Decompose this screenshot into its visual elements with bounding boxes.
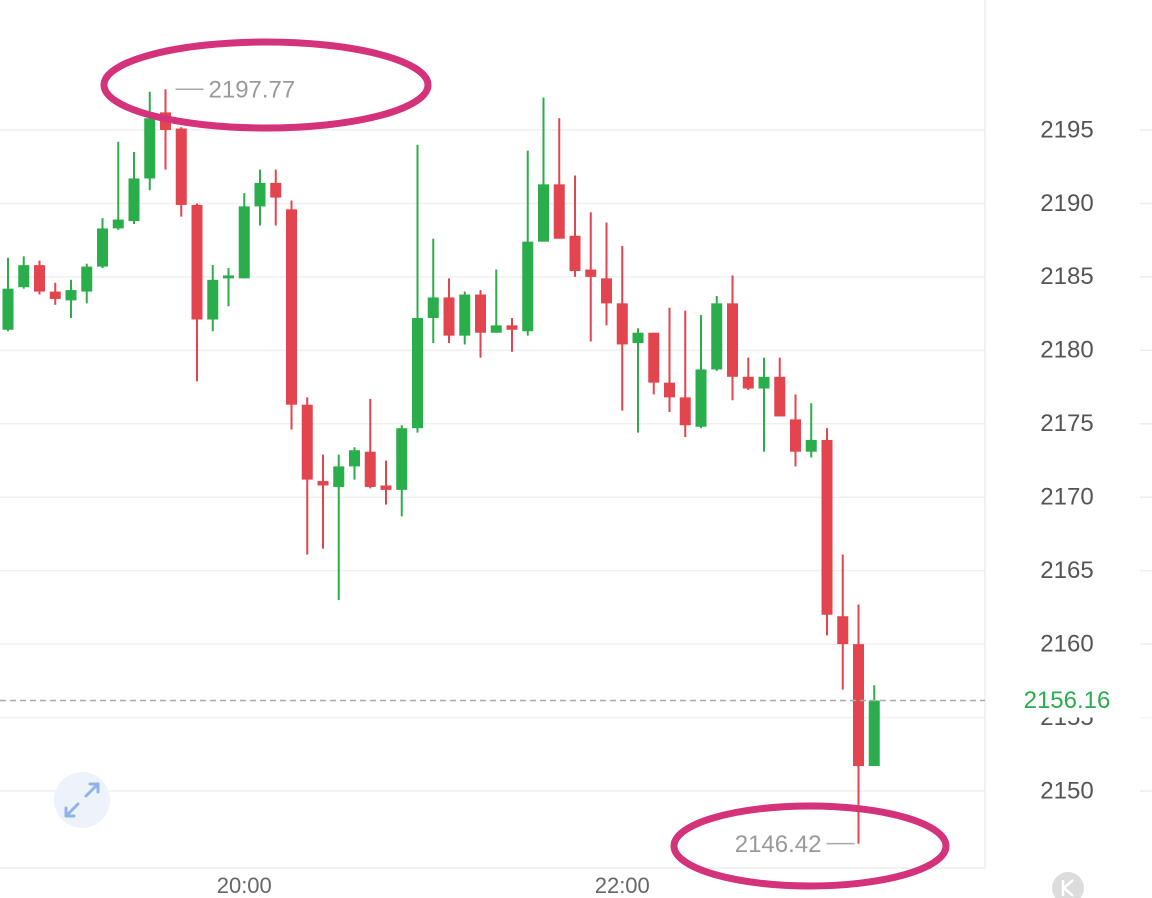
expand-button[interactable] (54, 772, 110, 828)
candle-body (128, 178, 140, 222)
candle-body (506, 325, 518, 330)
candle-body (821, 439, 833, 615)
candle-body (601, 278, 612, 304)
y-tick-label: 2170 (1040, 484, 1093, 511)
max-label: 2197.77 (209, 77, 296, 104)
candle-body (333, 466, 345, 487)
candle-body (553, 184, 565, 239)
candle-body (711, 303, 723, 370)
highlight-ellipse (100, 38, 432, 132)
candle-body (34, 265, 45, 292)
candle-body (616, 303, 628, 345)
y-tick-label: 2195 (1040, 116, 1093, 143)
highlight-ellipse (670, 802, 950, 890)
candle-body (97, 228, 108, 267)
y-tick-label: 2150 (1040, 777, 1093, 804)
candle-body (412, 318, 423, 429)
candle-body (837, 616, 849, 645)
y-tick-label: 2175 (1040, 410, 1093, 437)
k-button[interactable] (1052, 872, 1084, 898)
plot-area (2, 89, 880, 844)
candle-body (2, 288, 14, 330)
x-tick-label: 22:00 (595, 873, 650, 898)
candle-body (475, 294, 486, 333)
candle-body (790, 419, 801, 452)
y-tick-label: 2180 (1040, 337, 1093, 364)
candle-body (238, 206, 250, 279)
candle-body (758, 376, 770, 389)
candle-body (270, 182, 282, 198)
candle-body (207, 279, 219, 320)
candle-body (679, 397, 691, 426)
candle-body (286, 209, 297, 405)
y-tick-label: 2165 (1040, 557, 1093, 584)
min-label: 2146.42 (735, 831, 822, 858)
candle-body (112, 219, 124, 229)
expand-button-bg[interactable] (54, 772, 110, 828)
y-tick-label: 2160 (1040, 630, 1093, 657)
candle-body (490, 325, 502, 333)
candle-body (349, 450, 360, 467)
candle-body (380, 485, 392, 490)
candle-body (569, 235, 581, 272)
candle-body (49, 291, 61, 299)
candle-body (175, 128, 187, 205)
candle-body (144, 118, 156, 179)
y-tick-label: 2185 (1040, 263, 1093, 290)
candle-body (727, 303, 738, 377)
candle-body (223, 275, 234, 279)
overlay: 2197.77 2146.42 2156.16 (0, 77, 1152, 858)
candle-body (522, 241, 534, 332)
candle-body (65, 290, 77, 301)
candle-body (191, 204, 203, 320)
candle-body (427, 297, 439, 319)
x-tick-label: 20:00 (217, 873, 272, 898)
k-icon (1061, 879, 1074, 897)
candle-body (317, 481, 329, 486)
candle-body (443, 297, 455, 336)
expand-icon (64, 782, 100, 818)
candle-body (868, 700, 880, 767)
candle-body (459, 294, 471, 336)
candle-body (254, 182, 266, 207)
candle-body (396, 428, 408, 490)
candle-body (695, 369, 707, 427)
candle-body (585, 269, 597, 277)
last-price-box (986, 683, 1152, 718)
candle-body (301, 404, 313, 480)
y-tick-label: 2190 (1040, 190, 1093, 217)
candle-body (81, 266, 93, 292)
last-price-label: 2156.16 (1024, 687, 1111, 714)
candle-body (853, 644, 864, 767)
candle-body (664, 382, 675, 398)
candle-body (742, 376, 754, 389)
candle-body (364, 451, 376, 487)
candle-body (538, 184, 549, 242)
candle-body (648, 332, 660, 383)
candle-body (805, 439, 817, 452)
candle-body (774, 376, 786, 417)
candle-body (18, 265, 30, 288)
candle-body (632, 332, 644, 343)
